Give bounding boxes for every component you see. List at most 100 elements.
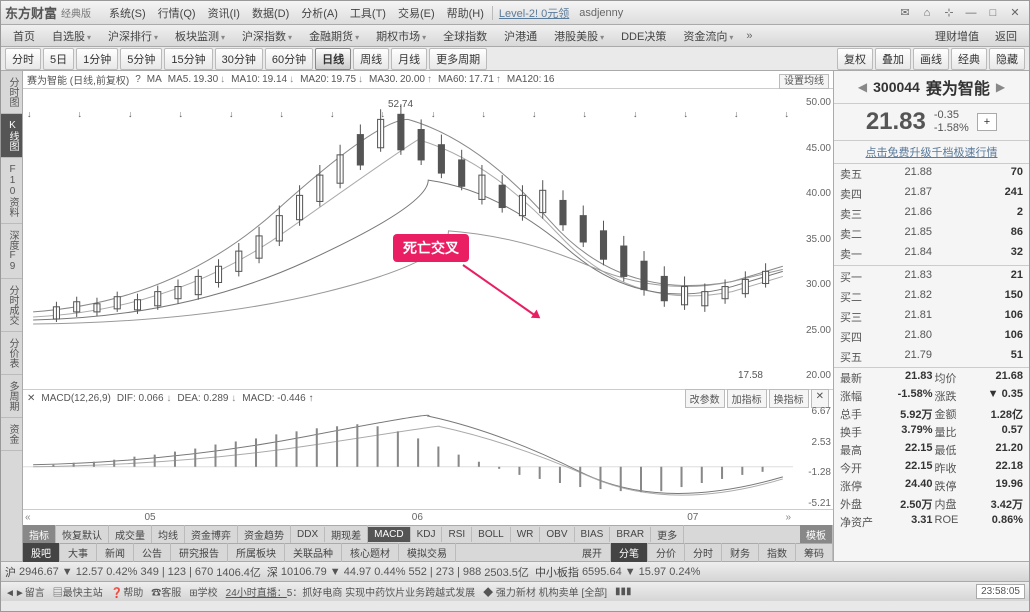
tf-60min[interactable]: 60分钟 — [265, 48, 313, 70]
btab-events[interactable]: 大事 — [60, 543, 97, 562]
tb-hide[interactable]: 隐藏 — [989, 48, 1025, 70]
bb-server[interactable]: ▤最快主站 — [53, 584, 103, 599]
nav-watchlist[interactable]: 自选股 — [44, 26, 99, 46]
btab-sector[interactable]: 所属板块 — [228, 543, 285, 562]
ind-ddx[interactable]: DDX — [291, 527, 325, 542]
tb-draw[interactable]: 画线 — [913, 48, 949, 70]
refresh-icon[interactable]: ✕ — [27, 393, 35, 404]
ind-obv[interactable]: OBV — [540, 527, 574, 542]
btab-news[interactable]: 新闻 — [97, 543, 134, 562]
btab-index[interactable]: 指数 — [759, 543, 796, 562]
scroll-left-icon[interactable]: « — [25, 512, 31, 523]
next-stock-icon[interactable]: ▶ — [996, 80, 1005, 94]
menu-system[interactable]: 系统(S) — [103, 5, 152, 21]
tf-30min[interactable]: 30分钟 — [215, 48, 263, 70]
tb-classic[interactable]: 经典 — [951, 48, 987, 70]
mail-icon[interactable]: ✉ — [895, 5, 915, 21]
vtab-kline[interactable]: K线图 — [1, 114, 22, 158]
btab-related[interactable]: 关联品种 — [285, 543, 342, 562]
menu-quotes[interactable]: 行情(Q) — [152, 5, 202, 21]
ind-template[interactable]: 模板 — [800, 525, 833, 544]
macd-close-icon[interactable]: ✕ — [811, 389, 829, 408]
home-icon[interactable]: ⌂ — [917, 5, 937, 21]
add-watchlist-button[interactable]: + — [977, 113, 997, 131]
tf-weekly[interactable]: 周线 — [353, 48, 389, 70]
nav-options[interactable]: 期权市场 — [368, 26, 434, 46]
ind-brar[interactable]: BRAR — [610, 527, 651, 542]
ind-fundtrend[interactable]: 资金趋势 — [238, 525, 291, 544]
menu-info[interactable]: 资讯(I) — [202, 5, 246, 21]
macd-add-button[interactable]: 加指标 — [727, 389, 767, 408]
menu-analysis[interactable]: 分析(A) — [295, 5, 344, 21]
btab-pricedist[interactable]: 分价 — [648, 543, 685, 562]
tf-15min[interactable]: 15分钟 — [164, 48, 212, 70]
menu-trade[interactable]: 交易(E) — [392, 5, 441, 21]
menu-tools[interactable]: 工具(T) — [344, 5, 392, 21]
btab-research[interactable]: 研究报告 — [171, 543, 228, 562]
macd-chart[interactable]: ✕ MACD(12,26,9) DIF: 0.066 ↓ DEA: 0.289 … — [23, 389, 833, 509]
bb-school[interactable]: ⊞学校 — [189, 584, 217, 599]
ind-volume[interactable]: 成交量 — [109, 525, 152, 544]
nav-home[interactable]: 首页 — [5, 26, 43, 46]
nav-hkconnect[interactable]: 沪港通 — [496, 26, 545, 46]
tf-5day[interactable]: 5日 — [43, 48, 74, 70]
nav-wealth[interactable]: 理财增值 — [927, 26, 987, 46]
btab-stockbar[interactable]: 股吧 — [23, 543, 60, 562]
menu-help[interactable]: 帮助(H) — [441, 5, 490, 21]
btab-theme[interactable]: 核心题材 — [342, 543, 399, 562]
ind-label[interactable]: 指标 — [23, 525, 56, 544]
ind-macd[interactable]: MACD — [368, 527, 410, 542]
tf-1min[interactable]: 1分钟 — [76, 48, 118, 70]
vtab-pricedist[interactable]: 分价表 — [1, 332, 22, 375]
nav-moneyflow[interactable]: 资金流向 — [675, 26, 741, 46]
bb-service[interactable]: ☎客服 — [151, 584, 181, 599]
prev-stock-icon[interactable]: ◀ — [858, 80, 867, 94]
vtab-funds[interactable]: 资金 — [1, 418, 22, 451]
bb-help[interactable]: ❓帮助 — [111, 584, 143, 599]
tf-5min[interactable]: 5分钟 — [120, 48, 162, 70]
tf-monthly[interactable]: 月线 — [391, 48, 427, 70]
nav-index[interactable]: 沪深指数 — [234, 26, 300, 46]
vtab-f10[interactable]: F10资料 — [1, 158, 22, 224]
btab-intraday[interactable]: 分时 — [685, 543, 722, 562]
btab-chips[interactable]: 筹码 — [796, 543, 833, 562]
tf-more[interactable]: 更多周期 — [429, 48, 487, 70]
ind-rsi[interactable]: RSI — [442, 527, 472, 542]
tb-overlay[interactable]: 叠加 — [875, 48, 911, 70]
nav-global[interactable]: 全球指数 — [435, 26, 495, 46]
vtab-intraday[interactable]: 分时图 — [1, 71, 22, 114]
candlestick-chart[interactable]: ↓↓↓↓↓↓↓↓↓↓↓↓↓↓↓↓ — [23, 89, 833, 389]
tf-intraday[interactable]: 分时 — [5, 48, 41, 70]
ind-more[interactable]: 更多 — [651, 525, 684, 544]
nav-futures[interactable]: 金融期货 — [301, 26, 367, 46]
nav-more-icon[interactable]: » — [742, 30, 756, 42]
macd-switch-button[interactable]: 换指标 — [769, 389, 809, 408]
tf-daily[interactable]: 日线 — [315, 48, 351, 70]
pin-icon[interactable]: ⊹ — [939, 5, 959, 21]
btab-ticks[interactable]: 分笔 — [611, 543, 648, 562]
bb-message[interactable]: ◄►留言 — [5, 584, 45, 599]
close-icon[interactable]: ✕ — [1005, 5, 1025, 21]
btab-simtrade[interactable]: 模拟交易 — [399, 543, 456, 562]
nav-sector[interactable]: 板块监测 — [167, 26, 233, 46]
ind-basis[interactable]: 期现差 — [325, 525, 368, 544]
help-icon[interactable]: ? — [135, 74, 141, 85]
macd-params-button[interactable]: 改参数 — [685, 389, 725, 408]
ind-ma[interactable]: 均线 — [152, 525, 185, 544]
ind-fundgame[interactable]: 资金博弈 — [185, 525, 238, 544]
ind-bias[interactable]: BIAS — [575, 527, 611, 542]
btab-expand[interactable]: 展开 — [574, 543, 611, 562]
vtab-f9[interactable]: 深度F9 — [1, 224, 22, 279]
vtab-multiperiod[interactable]: 多周期 — [1, 375, 22, 418]
scroll-right-icon[interactable]: » — [785, 512, 791, 523]
menu-data[interactable]: 数据(D) — [246, 5, 295, 21]
minimize-icon[interactable]: — — [961, 5, 981, 21]
ind-boll[interactable]: BOLL — [472, 527, 511, 542]
nav-shsz-rank[interactable]: 沪深排行 — [100, 26, 166, 46]
btab-announce[interactable]: 公告 — [134, 543, 171, 562]
nav-dde[interactable]: DDE决策 — [613, 26, 674, 46]
ma-settings-button[interactable]: 设置均线 — [779, 74, 829, 89]
maximize-icon[interactable]: □ — [983, 5, 1003, 21]
vtab-ticks[interactable]: 分时成交 — [1, 279, 22, 332]
ind-wr[interactable]: WR — [511, 527, 541, 542]
